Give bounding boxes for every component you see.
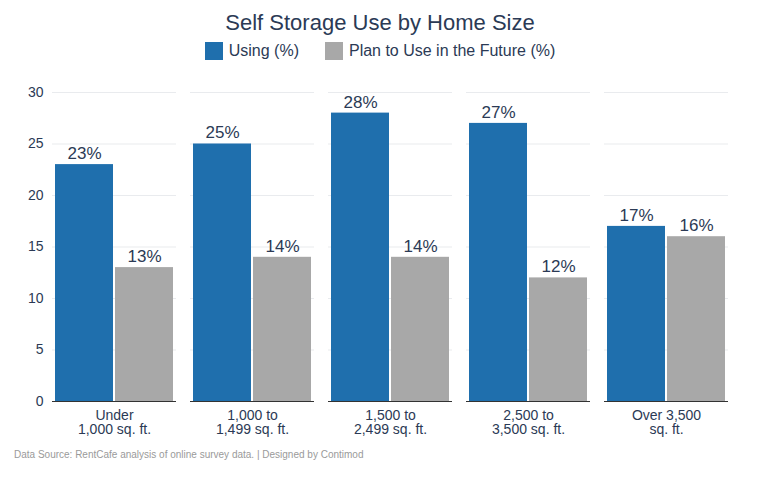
svg-text:20: 20 (28, 187, 44, 203)
svg-text:10: 10 (28, 290, 44, 306)
svg-text:1,000 to1,499 sq. ft.: 1,000 to1,499 sq. ft. (216, 407, 289, 437)
svg-text:0: 0 (36, 393, 44, 409)
svg-text:13%: 13% (127, 247, 161, 266)
svg-text:12%: 12% (541, 257, 575, 276)
svg-text:15: 15 (28, 238, 44, 254)
svg-text:28%: 28% (343, 93, 377, 112)
svg-text:1,500 to2,499 sq. ft.: 1,500 to2,499 sq. ft. (354, 407, 427, 437)
svg-text:Under1,000 sq. ft.: Under1,000 sq. ft. (78, 407, 151, 437)
svg-text:2,500 to3,500 sq. ft.: 2,500 to3,500 sq. ft. (492, 407, 565, 437)
svg-text:5: 5 (36, 341, 44, 357)
html-text:Data Source: RentCafe analysis: Data Source: RentCafe analysis of online… (14, 449, 364, 460)
svg-text:17%: 17% (619, 206, 653, 225)
svg-text:16%: 16% (679, 216, 713, 235)
html-text:Using (%): Using (%) (228, 42, 299, 59)
svg-text:Over 3,500sq. ft.: Over 3,500sq. ft. (632, 407, 701, 437)
svg-text:27%: 27% (481, 103, 515, 122)
html-text:Self Storage Use by Home Size: Self Storage Use by Home Size (225, 10, 535, 35)
svg-text:14%: 14% (403, 237, 437, 256)
svg-text:25%: 25% (205, 123, 239, 142)
html-text:Plan to Use in the Future (%): Plan to Use in the Future (%) (349, 42, 556, 59)
svg-text:14%: 14% (265, 237, 299, 256)
svg-text:25: 25 (28, 135, 44, 151)
svg-text:23%: 23% (67, 144, 101, 163)
svg-text:30: 30 (28, 84, 44, 100)
